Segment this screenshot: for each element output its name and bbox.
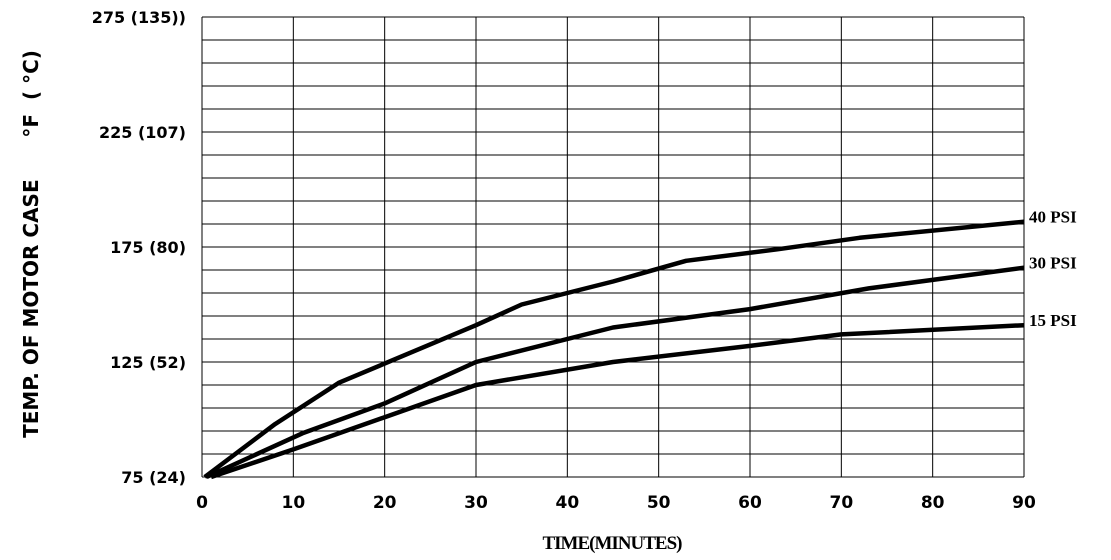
y-tick-label: 175 (80): [110, 238, 186, 257]
series-line-1: [205, 265, 1025, 480]
y-tick-labels: 75 (24) 125 (52) 175 (80) 225 (107) 275 (135…: [92, 8, 186, 487]
x-tick-label: 60: [738, 493, 762, 513]
series-labels: 40 PSI 30 PSI 15 PSI: [1029, 208, 1077, 331]
grid: [201, 16, 1025, 478]
x-tick-label: 30: [464, 493, 488, 513]
y-tick-label: 225 (107): [99, 123, 186, 142]
x-tick-label: 0: [196, 493, 208, 513]
y-axis-label: TEMP. OF MOTOR CASE °F ( °C): [19, 50, 43, 438]
x-axis-label: TIME(MINUTES): [542, 533, 682, 554]
x-tick-label: 90: [1012, 493, 1036, 513]
series-lines: [203, 219, 1025, 480]
x-tick-label: 50: [647, 493, 671, 513]
y-tick-label: 275 (135)): [92, 8, 186, 27]
x-tick-label: 40: [555, 493, 579, 513]
series-label-0: 40 PSI: [1029, 208, 1077, 227]
series-label-1: 30 PSI: [1029, 254, 1077, 273]
x-tick-label: 80: [921, 493, 945, 513]
x-tick-label: 20: [373, 493, 397, 513]
y-tick-label: 75 (24): [121, 468, 186, 487]
x-tick-label: 70: [829, 493, 853, 513]
x-tick-labels: 0 10 20 30 40 50 60 70 80 90: [196, 493, 1036, 513]
y-tick-label: 125 (52): [110, 353, 186, 372]
series-line-2: [210, 322, 1025, 480]
x-tick-label: 10: [281, 493, 305, 513]
series-label-2: 15 PSI: [1029, 311, 1077, 330]
series-line-0: [203, 219, 1025, 479]
